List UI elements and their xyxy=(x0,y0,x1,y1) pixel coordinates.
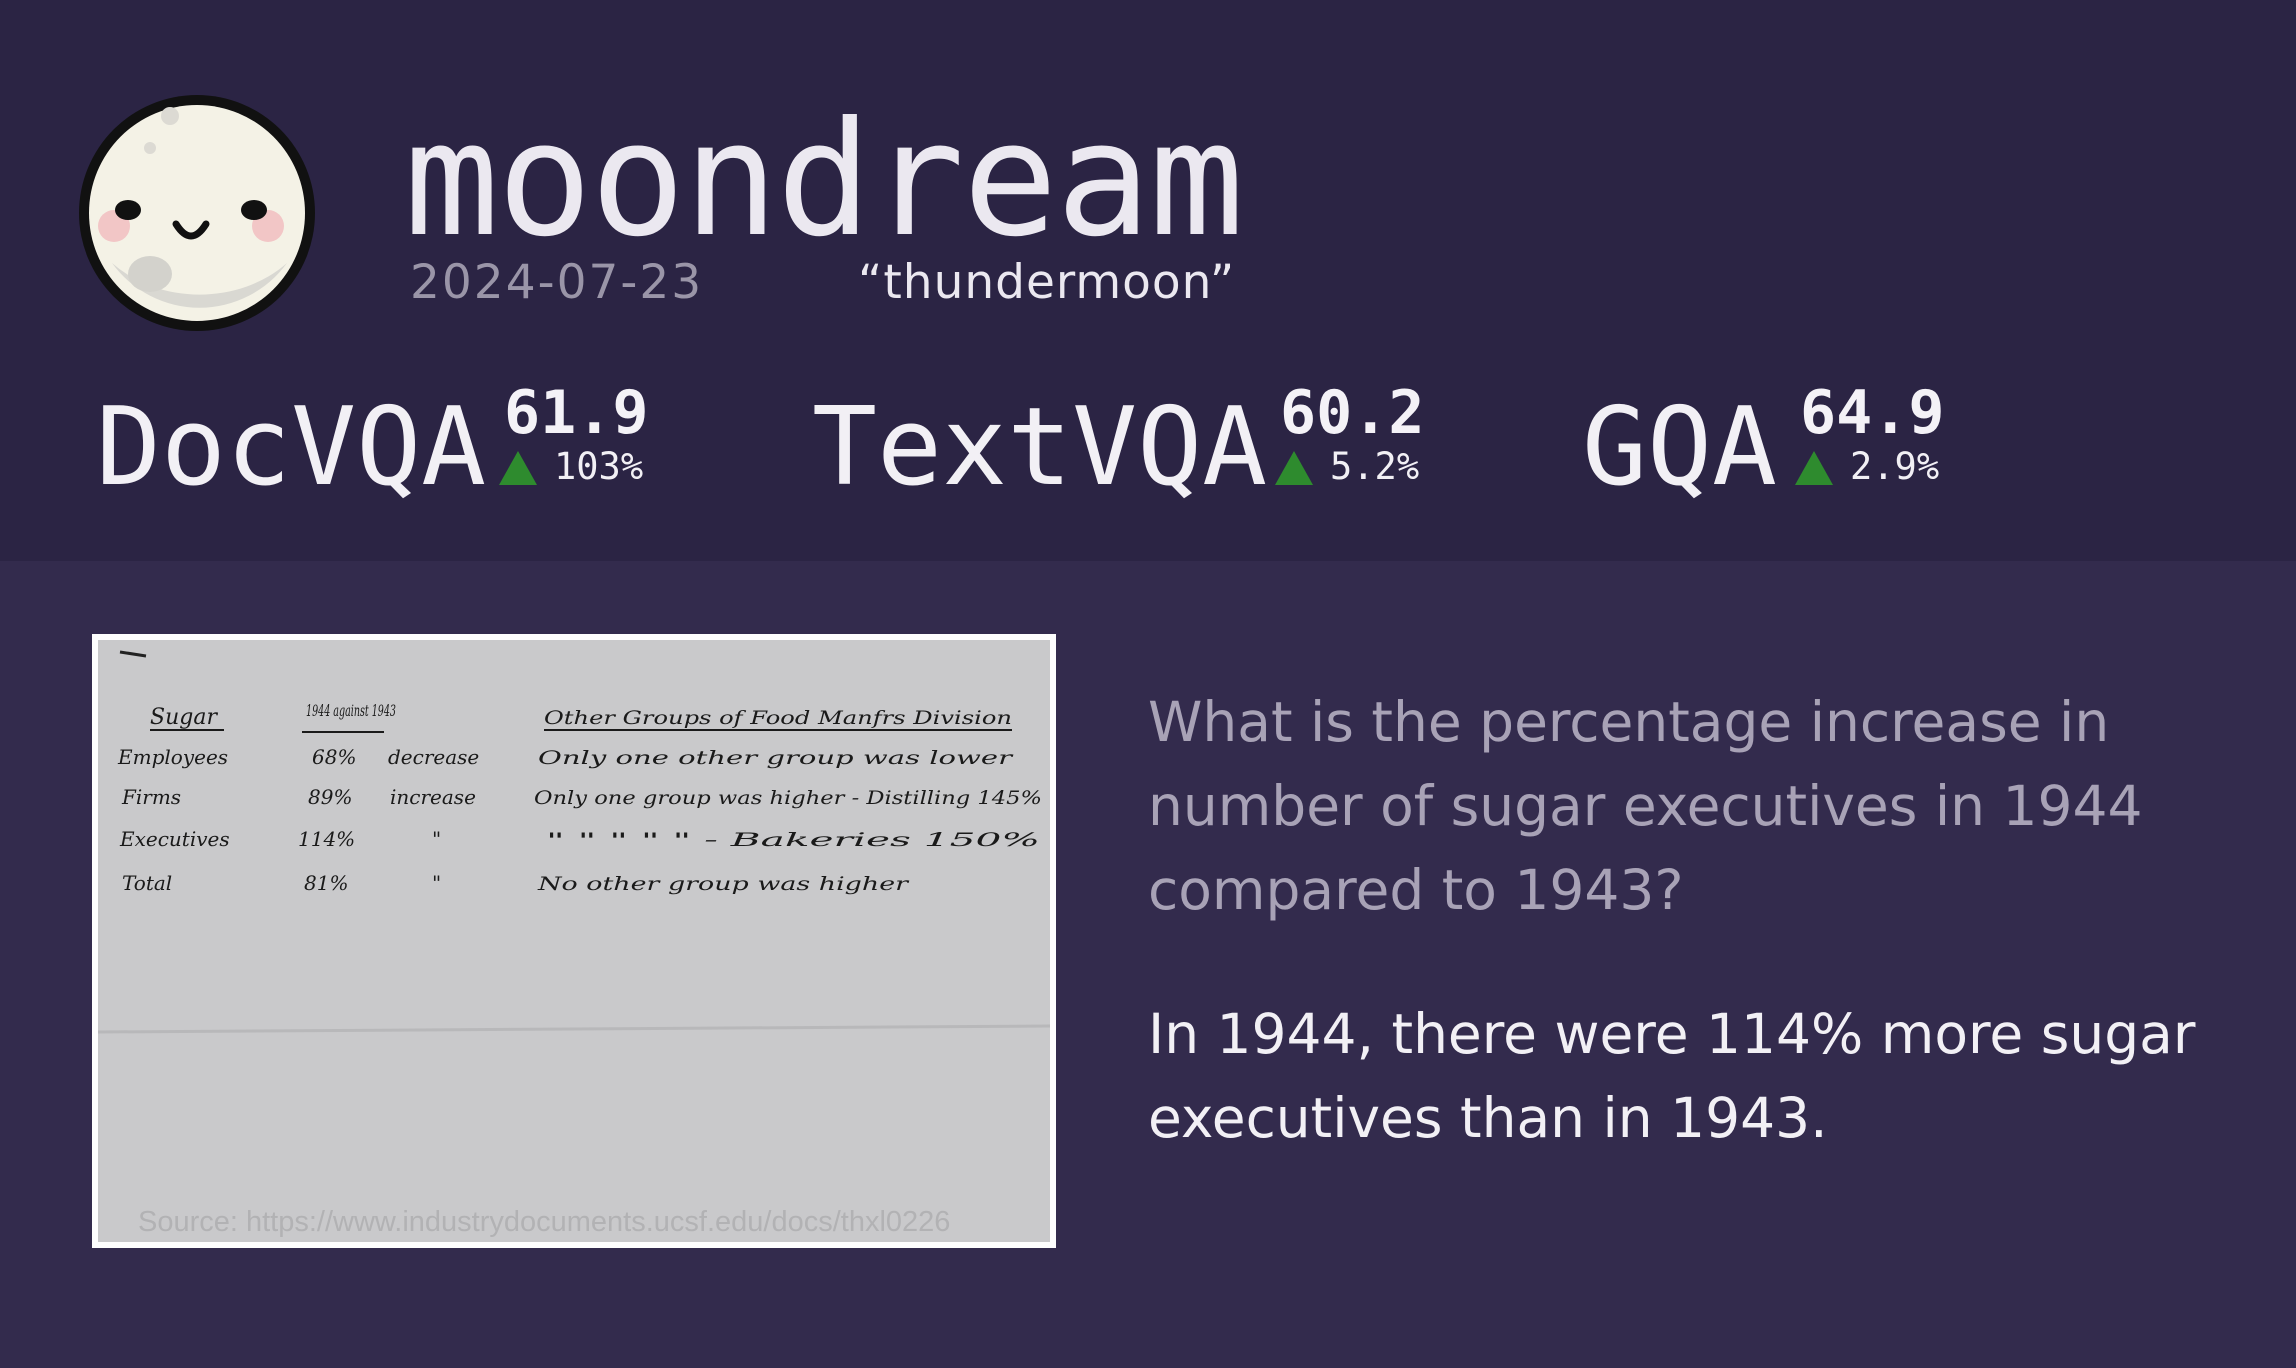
doc-row-value: 89% xyxy=(308,785,352,809)
metric-score: 61.9 xyxy=(504,378,649,448)
metric-docvqa: DocVQA 61.9 103% xyxy=(96,378,696,508)
source-caption: Source: https://www.industrydocuments.uc… xyxy=(138,1206,951,1238)
doc-row-label: Executives xyxy=(119,827,230,851)
brand-title: moondream xyxy=(404,88,1244,272)
doc-row-label: Employees xyxy=(117,745,228,769)
doc-row-value: 68% xyxy=(312,745,356,769)
doc-row-label: Firms xyxy=(121,785,181,809)
doc-row-change: " xyxy=(432,827,441,851)
metric-delta: 5.2% xyxy=(1330,445,1420,488)
metric-gqa: GQA 64.9 2.9% xyxy=(1582,378,2002,508)
release-date: 2024-07-23 xyxy=(410,255,704,310)
doc-row-note: Only one other group was lower xyxy=(538,747,1015,769)
up-arrow-icon xyxy=(499,451,537,485)
header-band: moondream 2024-07-23 “thundermoon” DocVQ… xyxy=(0,0,2296,561)
doc-heading-year: 1944 against 1943 xyxy=(306,701,396,720)
handwritten-note: Sugar 1944 against 1943 Other Groups of … xyxy=(98,640,1050,1242)
answer-text: In 1944, there were 114% more sugar exec… xyxy=(1148,1002,2196,1150)
doc-row-label: Total xyxy=(122,871,172,895)
metric-delta: 103% xyxy=(554,445,644,488)
doc-row-change: decrease xyxy=(388,745,479,769)
doc-row-change: " xyxy=(432,871,441,895)
doc-heading-sugar: Sugar xyxy=(150,705,218,730)
release-codename: “thundermoon” xyxy=(858,255,1236,310)
metric-score: 60.2 xyxy=(1280,378,1425,448)
doc-row-value: 81% xyxy=(304,871,348,895)
doc-row-note: No other group was higher xyxy=(537,873,911,895)
smiling-moon-icon xyxy=(72,88,322,338)
question-text: What is the percentage increase in numbe… xyxy=(1148,690,2143,922)
document-image: Sugar 1944 against 1943 Other Groups of … xyxy=(92,634,1056,1248)
doc-row-note: Only one group was higher - Distilling 1… xyxy=(534,787,1042,809)
up-arrow-icon xyxy=(1795,451,1833,485)
doc-row-change: increase xyxy=(390,785,476,809)
metric-delta: 2.9% xyxy=(1850,445,1940,488)
metric-textvqa: TextVQA 60.2 5.2% xyxy=(812,378,1462,508)
metric-name: TextVQA xyxy=(812,385,1268,510)
doc-row-value: 114% xyxy=(298,827,355,851)
metric-name: GQA xyxy=(1582,385,1778,510)
metric-score: 64.9 xyxy=(1800,378,1945,448)
handwritten-table: Sugar 1944 against 1943 Other Groups of … xyxy=(98,650,1050,1034)
up-arrow-icon xyxy=(1275,451,1313,485)
doc-row-note: " " " " " - Bakeries 150% xyxy=(546,829,1040,851)
metric-name: DocVQA xyxy=(96,385,487,510)
doc-heading-groups: Other Groups of Food Manfrs Division xyxy=(544,707,1012,729)
